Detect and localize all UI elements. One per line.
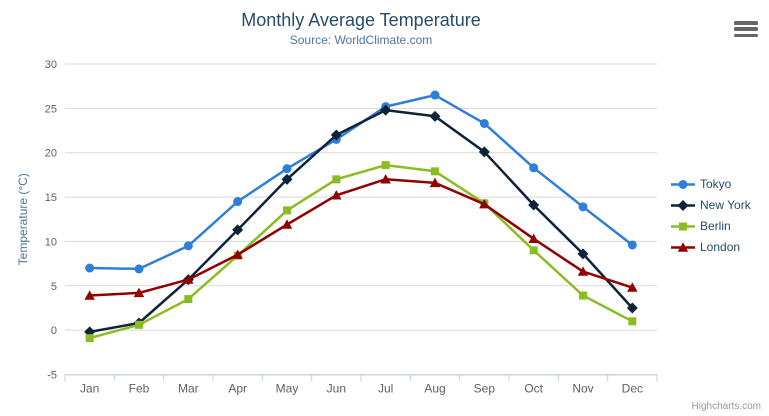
- y-axis-label: 10: [45, 236, 57, 248]
- diamond-marker-icon: [671, 200, 695, 211]
- data-point-new-york[interactable]: [626, 302, 638, 314]
- data-point-tokyo[interactable]: [85, 263, 95, 273]
- data-point-berlin[interactable]: [431, 167, 439, 176]
- y-axis-label: 30: [45, 59, 57, 71]
- data-point-london[interactable]: [232, 249, 243, 259]
- circle-marker-glyph[interactable]: [678, 180, 688, 189]
- legend-item-berlin[interactable]: Berlin: [671, 220, 751, 233]
- data-point-berlin[interactable]: [283, 206, 291, 215]
- data-point-berlin[interactable]: [332, 175, 341, 184]
- gridlines: [65, 63, 657, 375]
- x-axis-ticks: [64, 375, 658, 381]
- data-point-berlin[interactable]: [184, 295, 193, 304]
- data-point-tokyo[interactable]: [529, 163, 539, 173]
- x-axis-label: Sep: [474, 382, 496, 396]
- data-point-tokyo[interactable]: [134, 264, 144, 274]
- series-london[interactable]: [84, 174, 638, 300]
- data-point-tokyo[interactable]: [627, 240, 637, 250]
- data-point-london[interactable]: [528, 233, 539, 243]
- legend: Tokyo New York Berlin London: [671, 178, 751, 254]
- hamburger-icon: [734, 27, 758, 31]
- data-point-berlin[interactable]: [529, 246, 538, 255]
- data-point-london[interactable]: [479, 198, 490, 209]
- x-axis-label: Jul: [378, 382, 393, 396]
- x-axis-label: Apr: [228, 382, 247, 396]
- hamburger-icon: [734, 33, 758, 38]
- data-point-new-york[interactable]: [528, 199, 540, 211]
- series-new-york[interactable]: [84, 104, 638, 338]
- series-line-new-york[interactable]: [88, 108, 634, 334]
- data-point-tokyo[interactable]: [183, 241, 193, 251]
- x-axis-label: Mar: [178, 382, 199, 396]
- legend-item-new-york[interactable]: New York: [671, 199, 751, 212]
- data-point-berlin[interactable]: [628, 317, 637, 326]
- legend-label: New York: [700, 198, 751, 212]
- x-axis-label: May: [276, 382, 299, 396]
- data-point-london[interactable]: [281, 219, 293, 229]
- data-point-london[interactable]: [429, 177, 441, 188]
- x-axis-label: Aug: [424, 382, 445, 396]
- y-axis-label: 15: [45, 192, 57, 204]
- data-point-berlin[interactable]: [381, 161, 390, 170]
- data-point-new-york[interactable]: [429, 110, 441, 122]
- data-point-new-york[interactable]: [281, 173, 293, 185]
- data-point-tokyo[interactable]: [479, 118, 489, 128]
- data-point-tokyo[interactable]: [233, 197, 243, 207]
- triangle-marker-glyph[interactable]: [677, 242, 689, 252]
- series-tokyo[interactable]: [85, 90, 637, 274]
- data-point-london[interactable]: [331, 190, 342, 200]
- export-menu-button[interactable]: [734, 21, 758, 38]
- legend-label: London: [700, 240, 741, 254]
- y-axis-label: 25: [45, 103, 57, 115]
- chart-subtitle: Source: WorldClimate.com: [289, 33, 433, 47]
- series-line-london[interactable]: [88, 178, 634, 297]
- data-point-new-york[interactable]: [330, 129, 342, 141]
- data-point-tokyo[interactable]: [282, 164, 292, 174]
- data-point-berlin[interactable]: [579, 291, 587, 300]
- legend-label: Tokyo: [700, 177, 732, 191]
- data-point-london[interactable]: [627, 282, 638, 292]
- data-point-tokyo[interactable]: [578, 202, 588, 212]
- data-point-london[interactable]: [380, 174, 391, 184]
- hamburger-icon: [734, 21, 758, 25]
- series-line-berlin[interactable]: [88, 163, 634, 340]
- highcharts-credits[interactable]: Highcharts.com: [691, 401, 761, 412]
- x-axis-label: Oct: [524, 382, 543, 396]
- y-axis-title: Temperature (°C): [16, 173, 30, 265]
- data-point-london[interactable]: [183, 274, 194, 284]
- data-point-berlin[interactable]: [135, 320, 143, 329]
- data-point-london[interactable]: [133, 287, 145, 298]
- chart-title: Monthly Average Temperature: [241, 10, 481, 30]
- data-point-new-york[interactable]: [380, 104, 392, 116]
- x-axis-label: Jun: [327, 382, 346, 396]
- y-axis-label: 0: [51, 325, 57, 337]
- data-point-new-york[interactable]: [577, 248, 589, 260]
- x-axis-labels: Jan Feb Mar Apr May Jun Jul Aug Sep Oct Nov Dec: [80, 382, 643, 396]
- x-axis-label: Feb: [129, 382, 150, 396]
- legend-item-london[interactable]: London: [671, 241, 751, 254]
- x-axis-label: Nov: [572, 382, 593, 396]
- data-point-london[interactable]: [84, 290, 95, 300]
- circle-marker-icon: [671, 180, 695, 189]
- square-marker-icon: [671, 222, 695, 231]
- y-axis-label: -5: [47, 370, 57, 382]
- x-axis-label: Jan: [80, 382, 99, 396]
- data-point-london[interactable]: [577, 266, 589, 276]
- diamond-marker-glyph[interactable]: [677, 200, 689, 211]
- triangle-marker-icon: [671, 242, 695, 252]
- square-marker-glyph[interactable]: [679, 222, 687, 231]
- x-axis-label: Dec: [622, 382, 643, 396]
- y-axis-label: 20: [45, 148, 57, 160]
- y-axis-labels: -5 0 5 10 15 20 25 30: [45, 59, 57, 382]
- data-point-berlin[interactable]: [85, 334, 94, 343]
- legend-item-tokyo[interactable]: Tokyo: [671, 178, 751, 191]
- data-point-new-york[interactable]: [232, 224, 244, 236]
- legend-label: Berlin: [700, 219, 731, 233]
- data-point-tokyo[interactable]: [430, 90, 440, 100]
- y-axis-label: 5: [51, 281, 57, 293]
- data-point-new-york[interactable]: [478, 146, 490, 158]
